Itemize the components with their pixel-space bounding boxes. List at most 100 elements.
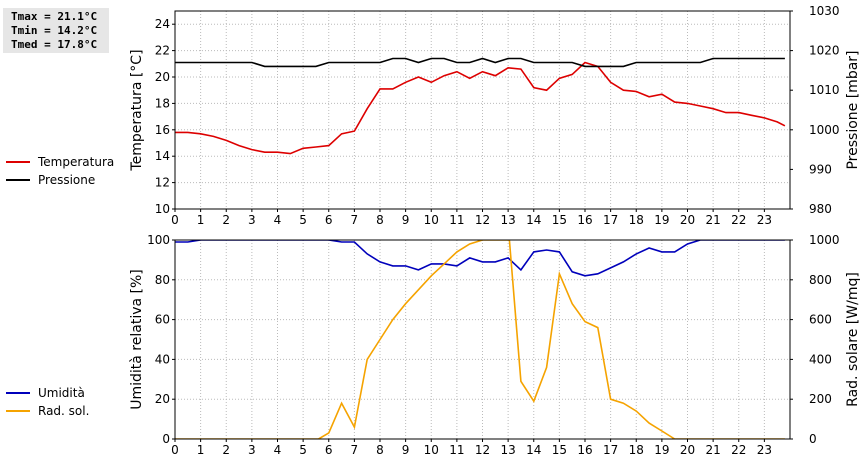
bottom-y-tick-60: 60 <box>155 313 170 327</box>
legend-swatch-pressione <box>6 179 30 181</box>
bottom-x-tick-6: 6 <box>325 443 333 457</box>
bottom-series-rad-sol <box>175 240 785 439</box>
top-y2-tick-1030: 1030 <box>809 4 840 18</box>
top-y-tick-18: 18 <box>155 96 170 110</box>
bottom-x-tick-17: 17 <box>603 443 618 457</box>
top-y2-axis-label: Pressione [mbar] <box>845 50 860 169</box>
top-x-tick-12: 12 <box>475 213 490 227</box>
bottom-plot-frame <box>174 239 791 440</box>
legend-label-temperatura: Temperatura <box>38 155 115 169</box>
bottom-x-tick-13: 13 <box>500 443 515 457</box>
top-y-tick-16: 16 <box>155 123 170 137</box>
top-y2-tick-980: 980 <box>809 202 832 216</box>
bottom-series-umidit <box>175 240 785 277</box>
top-x-tick-23: 23 <box>757 213 772 227</box>
bottom-x-tick-4: 4 <box>274 443 282 457</box>
bottom-x-tick-21: 21 <box>705 443 720 457</box>
bottom-x-tick-15: 15 <box>552 443 567 457</box>
legend-swatch-umidita <box>6 392 30 394</box>
top-y-tick-10: 10 <box>155 202 170 216</box>
bottom-x-tick-20: 20 <box>680 443 695 457</box>
top-x-tick-7: 7 <box>351 213 359 227</box>
tmed-label: Tmed = 17.8°C <box>11 38 98 51</box>
bottom-y2-tick-0: 0 <box>809 432 817 446</box>
bottom-y-tick-40: 40 <box>155 352 170 366</box>
top-y-tick-14: 14 <box>155 149 170 163</box>
bottom-y2-tick-400: 400 <box>809 352 832 366</box>
top-x-tick-20: 20 <box>680 213 695 227</box>
bottom-y2-tick-800: 800 <box>809 273 832 287</box>
bottom-y2-tick-1000: 1000 <box>809 233 840 247</box>
top-y-tick-12: 12 <box>155 176 170 190</box>
legend-item-pressione: Pressione <box>6 171 114 189</box>
bottom-x-tick-0: 0 <box>171 443 179 457</box>
top-y-axis-label: Temperatura [°C] <box>129 49 145 171</box>
bottom-x-tick-11: 11 <box>449 443 464 457</box>
bottom-x-tick-18: 18 <box>629 443 644 457</box>
bottom-y2-tick-600: 600 <box>809 313 832 327</box>
top-x-tick-5: 5 <box>299 213 307 227</box>
bottom-y-tick-100: 100 <box>147 233 170 247</box>
top-x-tick-3: 3 <box>248 213 256 227</box>
top-x-tick-9: 9 <box>402 213 410 227</box>
bottom-x-tick-3: 3 <box>248 443 256 457</box>
top-plot-frame <box>174 10 791 210</box>
bottom-x-tick-8: 8 <box>376 443 384 457</box>
top-y-tick-20: 20 <box>155 70 170 84</box>
legend-label-pressione: Pressione <box>38 173 96 187</box>
bottom-x-tick-10: 10 <box>424 443 439 457</box>
bottom-x-tick-14: 14 <box>526 443 541 457</box>
top-y-tick-22: 22 <box>155 44 170 58</box>
top-series-temperatura <box>175 61 786 155</box>
legend-item-temperatura: Temperatura <box>6 153 114 171</box>
bottom-x-tick-22: 22 <box>731 443 746 457</box>
bottom-y-tick-20: 20 <box>155 392 170 406</box>
bottom-y2-axis-label: Rad. solare [W/mq] <box>845 272 860 407</box>
top-x-tick-19: 19 <box>654 213 669 227</box>
top-x-tick-11: 11 <box>449 213 464 227</box>
top-y2-tick-990: 990 <box>809 162 832 176</box>
top-y2-tick-1020: 1020 <box>809 44 840 58</box>
bottom-x-tick-5: 5 <box>299 443 307 457</box>
bottom-x-tick-12: 12 <box>475 443 490 457</box>
top-y2-tick-1000: 1000 <box>809 123 840 137</box>
top-x-tick-22: 22 <box>731 213 746 227</box>
bottom-x-tick-19: 19 <box>654 443 669 457</box>
bottom-y-tick-80: 80 <box>155 273 170 287</box>
top-x-tick-13: 13 <box>500 213 515 227</box>
top-x-tick-21: 21 <box>705 213 720 227</box>
legend-item-umidita: Umidità <box>6 384 89 402</box>
legend-item-rad-sol: Rad. sol. <box>6 402 89 420</box>
bottom-x-tick-23: 23 <box>757 443 772 457</box>
legend-label-rad-sol: Rad. sol. <box>38 404 90 418</box>
bottom-y-tick-0: 0 <box>162 432 170 446</box>
tmax-label: Tmax = 21.1°C <box>11 10 98 23</box>
top-series-pressione <box>175 57 785 68</box>
bottom-x-tick-2: 2 <box>222 443 230 457</box>
top-x-tick-16: 16 <box>577 213 592 227</box>
bottom-x-tick-16: 16 <box>577 443 592 457</box>
bottom-y-axis-label: Umidità relativa [%] <box>129 269 145 410</box>
top-x-tick-14: 14 <box>526 213 541 227</box>
top-x-tick-1: 1 <box>197 213 205 227</box>
bottom-x-tick-1: 1 <box>197 443 205 457</box>
tmin-label: Tmin = 14.2°C <box>11 24 98 37</box>
bottom-x-tick-7: 7 <box>351 443 359 457</box>
stats-box: Tmax = 21.1°C Tmin = 14.2°C Tmed = 17.8°… <box>3 8 109 53</box>
top-y2-tick-1010: 1010 <box>809 83 840 97</box>
top-x-tick-18: 18 <box>629 213 644 227</box>
legend-label-umidita: Umidità <box>38 386 85 400</box>
legend-swatch-rad-sol <box>6 410 30 412</box>
top-x-tick-10: 10 <box>424 213 439 227</box>
top-x-tick-8: 8 <box>376 213 384 227</box>
top-x-tick-4: 4 <box>274 213 282 227</box>
bottom-x-tick-9: 9 <box>402 443 410 457</box>
bottom-chart-legend: Umidità Rad. sol. <box>6 384 89 420</box>
top-x-tick-17: 17 <box>603 213 618 227</box>
top-x-tick-0: 0 <box>171 213 179 227</box>
top-y-tick-24: 24 <box>155 17 170 31</box>
bottom-y2-tick-200: 200 <box>809 392 832 406</box>
legend-swatch-temperatura <box>6 161 30 163</box>
top-x-tick-2: 2 <box>222 213 230 227</box>
